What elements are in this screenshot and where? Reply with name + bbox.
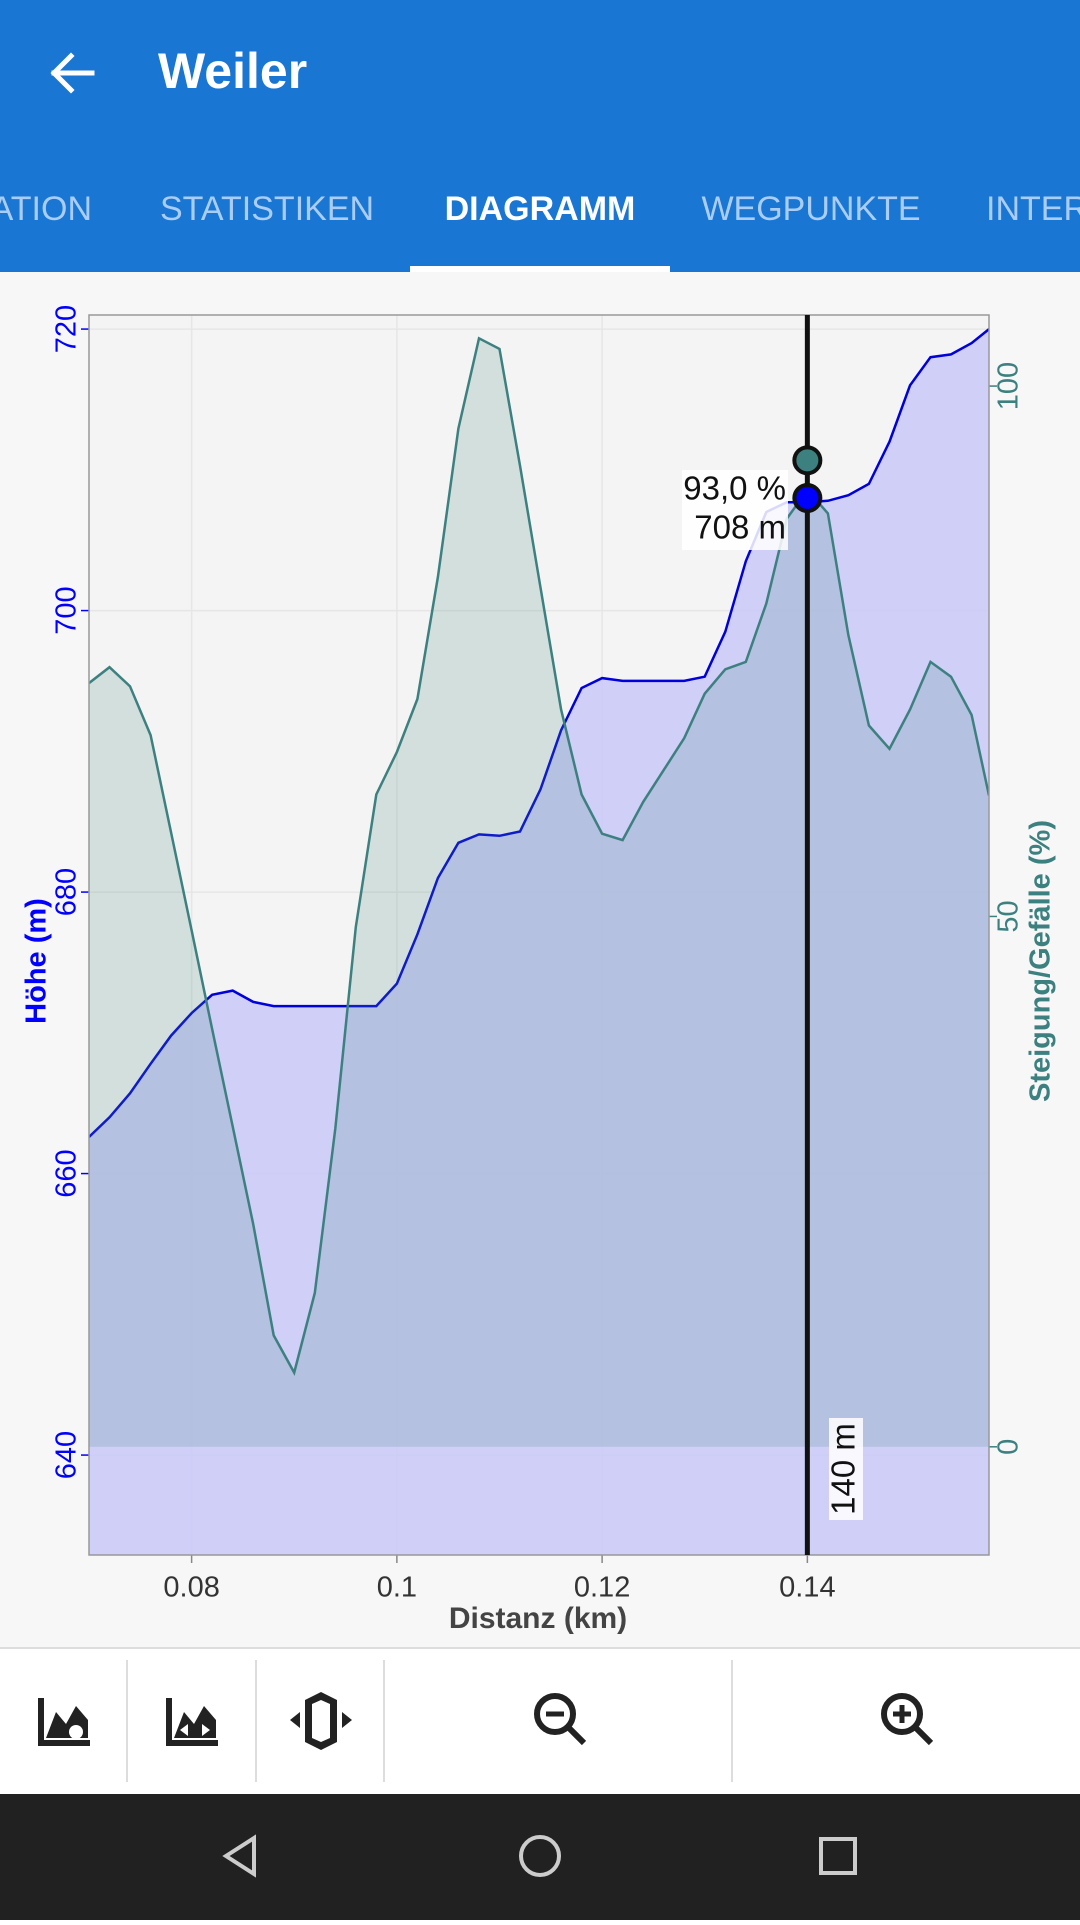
- tab[interactable]: INTER: [986, 190, 1080, 228]
- chart-settings-button[interactable]: [38, 1698, 90, 1746]
- tab[interactable]: ATION: [0, 190, 92, 228]
- y-tick-label: 680: [51, 868, 83, 916]
- series-layer: [89, 328, 989, 1555]
- y-tick-label: 700: [51, 586, 83, 634]
- area-fill: [89, 338, 989, 1447]
- screen-title: Weiler: [158, 43, 307, 99]
- series-line: [89, 328, 989, 1138]
- chart-type-button[interactable]: [166, 1698, 218, 1746]
- label-background: [829, 1418, 863, 1520]
- series-line: [89, 336, 989, 1376]
- y-tick-label: 660: [51, 1149, 83, 1197]
- gradient-label: 93,0 %: [683, 470, 786, 507]
- tab[interactable]: STATISTIKEN: [160, 190, 374, 228]
- zoom-out-button[interactable]: [534, 1693, 587, 1746]
- plot-frame: [88, 314, 990, 1556]
- area-fill: [89, 329, 989, 1555]
- toolbar-dividers: [126, 1660, 733, 1782]
- x-axis-title: Distanz (km): [449, 1602, 627, 1635]
- x-tick-label: 0.08: [163, 1572, 219, 1604]
- elevation-marker: [792, 482, 823, 513]
- y-axis-title: Höhe (m): [21, 898, 53, 1024]
- y2-tick-label: 0: [993, 1439, 1025, 1455]
- elevation-label: 708 m: [694, 509, 786, 546]
- nav-recents[interactable]: [819, 1837, 857, 1875]
- x-tick-label: 0.1: [377, 1572, 417, 1604]
- y2-tick-label: 50: [993, 900, 1025, 932]
- back-button[interactable]: [50, 52, 95, 94]
- label-background: [682, 470, 788, 550]
- map-button[interactable]: [290, 1692, 352, 1750]
- tab-indicator: [410, 266, 670, 272]
- y2-tick-label: 100: [993, 362, 1025, 410]
- app-bar: [0, 0, 1080, 272]
- gradient-marker: [792, 445, 823, 476]
- zoom-in-button[interactable]: [881, 1693, 934, 1746]
- x-tick-label: 0.14: [779, 1572, 835, 1604]
- tab[interactable]: DIAGRAMM: [445, 190, 636, 228]
- navigation-bar: [0, 1794, 1080, 1920]
- nav-back[interactable]: [222, 1834, 256, 1878]
- tab[interactable]: WEGPUNKTE: [701, 190, 920, 228]
- nav-home[interactable]: [519, 1835, 561, 1877]
- distance-label: 140 m: [825, 1423, 862, 1515]
- x-tick-label: 0.12: [574, 1572, 630, 1604]
- y-tick-label: 720: [51, 305, 83, 353]
- y-tick-label: 640: [51, 1431, 83, 1479]
- y2-axis-title: Steigung/Gefälle (%): [1025, 820, 1057, 1102]
